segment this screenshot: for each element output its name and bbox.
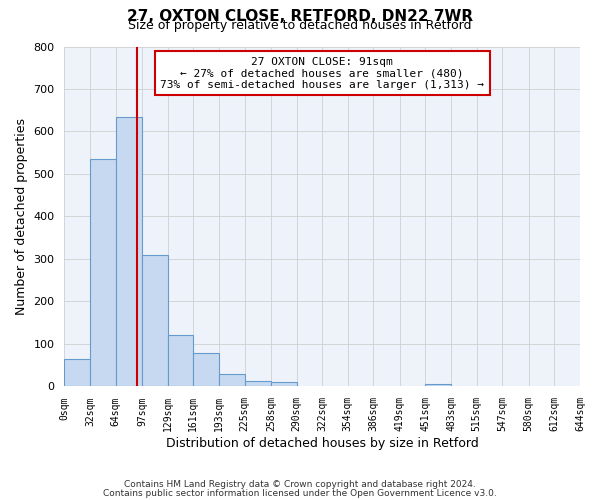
Bar [64,359,90,386]
Bar [425,384,451,386]
Y-axis label: Number of detached properties: Number of detached properties [15,118,28,315]
Bar [245,381,271,386]
Text: Contains HM Land Registry data © Crown copyright and database right 2024.: Contains HM Land Registry data © Crown c… [124,480,476,489]
Bar [219,374,245,386]
Bar [90,159,116,386]
Bar [271,382,296,386]
Bar [116,116,142,386]
Bar [142,254,167,386]
Text: 27 OXTON CLOSE: 91sqm
← 27% of detached houses are smaller (480)
73% of semi-det: 27 OXTON CLOSE: 91sqm ← 27% of detached … [160,56,484,90]
Bar [193,354,219,386]
Bar [167,336,193,386]
Text: 27, OXTON CLOSE, RETFORD, DN22 7WR: 27, OXTON CLOSE, RETFORD, DN22 7WR [127,9,473,24]
X-axis label: Distribution of detached houses by size in Retford: Distribution of detached houses by size … [166,437,479,450]
Text: Contains public sector information licensed under the Open Government Licence v3: Contains public sector information licen… [103,488,497,498]
Text: Size of property relative to detached houses in Retford: Size of property relative to detached ho… [128,19,472,32]
